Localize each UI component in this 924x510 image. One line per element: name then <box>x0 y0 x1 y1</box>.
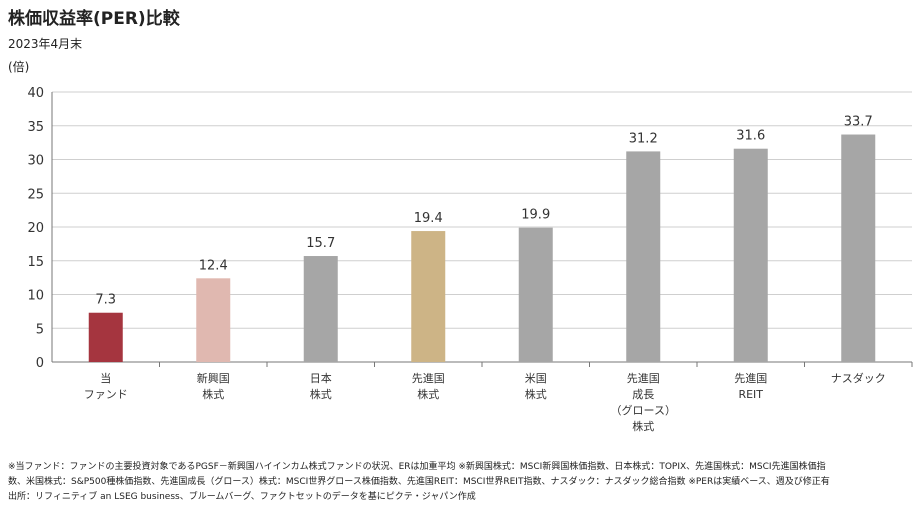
footnote-line: 出所：リフィニティブ an LSEG business、ブルームバーグ、ファクト… <box>8 492 476 502</box>
x-tick-label: 当 <box>100 371 111 385</box>
bar <box>303 256 338 362</box>
x-tick-label: 新興国 <box>197 371 230 385</box>
x-tick-label: 株式 <box>525 387 547 401</box>
y-tick-label: 5 <box>36 322 44 337</box>
y-tick-label: 25 <box>27 187 44 202</box>
data-label: 31.6 <box>736 129 765 144</box>
x-tick-label: 日本 <box>310 371 332 385</box>
x-tick-label: 株式 <box>310 387 332 401</box>
y-tick-label: 0 <box>36 356 44 371</box>
x-tick-label: 先進国 <box>627 372 660 385</box>
x-tick-label: 米国 <box>525 372 547 385</box>
chart-title: 株価収益率(PER)比較 <box>8 9 180 29</box>
footnote-line: ※当ファンド：ファンドの主要投資対象であるPGSF－新興国ハイインカム株式ファン… <box>8 462 826 472</box>
y-tick-label: 35 <box>27 120 44 135</box>
data-label: 19.9 <box>521 208 550 223</box>
bar-chart: 0 5 10 15 20 25 30 35 40 7.3 当ファンド 12.4 新興国株式 15.7 日本株… <box>27 86 913 433</box>
x-tick-label: ナスダック <box>831 371 886 385</box>
x-tick-label: 株式 <box>202 387 224 401</box>
x-tick-label: ファンド <box>84 388 128 401</box>
y-axis-unit-label: (倍) <box>8 60 30 74</box>
x-tick-label: 成長 <box>632 388 654 401</box>
bar <box>626 151 661 362</box>
data-label: 15.7 <box>306 236 335 251</box>
x-tick-label: 先進国 <box>412 372 445 385</box>
data-label: 12.4 <box>199 258 228 273</box>
data-label: 33.7 <box>844 115 873 130</box>
x-tick-label: 先進国 <box>734 372 767 385</box>
x-tick-label: 株式 <box>417 387 439 401</box>
y-tick-label: 30 <box>27 154 44 169</box>
bar <box>518 227 553 362</box>
x-tick-label: REIT <box>738 388 763 401</box>
data-label: 31.2 <box>629 131 658 146</box>
y-tick-label: 15 <box>27 255 44 270</box>
data-label: 19.4 <box>414 211 443 226</box>
y-tick-label: 20 <box>27 221 44 236</box>
x-tick-label: 株式 <box>632 419 654 433</box>
y-tick-label: 10 <box>27 289 44 304</box>
bar <box>733 148 768 362</box>
chart-subtitle: 2023年4月末 <box>8 37 83 51</box>
bar <box>88 312 123 362</box>
bar <box>196 278 231 362</box>
footnotes: ※当ファンド：ファンドの主要投資対象であるPGSF－新興国ハイインカム株式ファン… <box>8 460 916 505</box>
x-tick-label: （グロース） <box>611 403 676 417</box>
data-label: 7.3 <box>95 293 116 308</box>
y-tick-label: 40 <box>27 86 44 101</box>
footnote-line: 数、米国株式：S&P500種株価指数、先進国成長（グロース）株式：MSCI世界グ… <box>8 477 830 487</box>
bar <box>841 134 876 362</box>
bar <box>411 231 446 362</box>
